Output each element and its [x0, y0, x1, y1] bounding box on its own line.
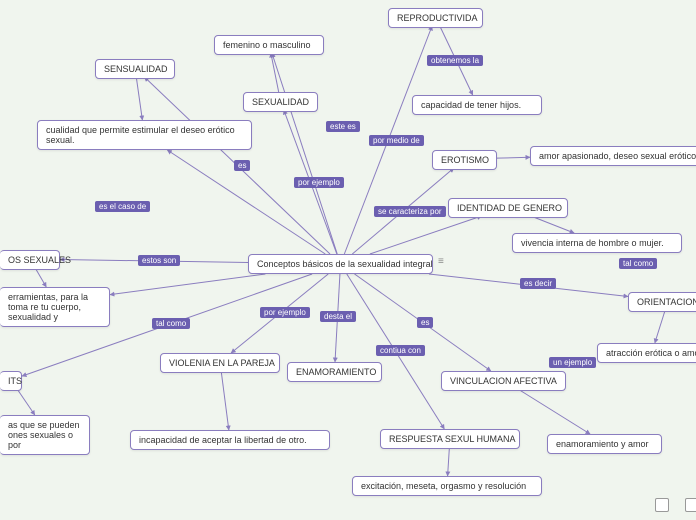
- node-its[interactable]: ITS: [0, 371, 22, 391]
- edge-label: se caracteriza por: [374, 206, 446, 217]
- node-femmasc[interactable]: femenino o masculino: [214, 35, 324, 55]
- node-sensualidad[interactable]: SENSUALIDAD: [95, 59, 175, 79]
- edge-label: contiua con: [376, 345, 425, 356]
- edge-label: obtenemos la: [427, 55, 483, 66]
- node-captenerhijos[interactable]: capacidad de tener hijos.: [412, 95, 542, 115]
- edge-label: desta el: [320, 311, 356, 322]
- node-identgenero[interactable]: IDENTIDAD DE GENERO: [448, 198, 568, 218]
- edge-label: por ejemplo: [294, 177, 344, 188]
- edge: [370, 216, 482, 254]
- edge-label: tal como: [619, 258, 657, 269]
- edge: [136, 77, 142, 120]
- zoom-control-1[interactable]: [655, 498, 669, 512]
- edge: [17, 389, 35, 415]
- edge: [448, 447, 450, 476]
- edge: [221, 371, 229, 430]
- edge: [35, 268, 46, 287]
- edge: [531, 216, 574, 233]
- edge: [655, 310, 665, 343]
- node-ossexuales[interactable]: OS SEXUALES: [0, 250, 60, 270]
- edge-label: un ejemplo: [549, 357, 596, 368]
- node-orientacion[interactable]: ORIENTACION I: [628, 292, 696, 312]
- edge-label: es decir: [520, 278, 556, 289]
- edge-label: es el caso de: [95, 201, 150, 212]
- edge-label: por ejemplo: [260, 307, 310, 318]
- node-respuestasexual[interactable]: RESPUESTA SEXUL HUMANA: [380, 429, 520, 449]
- node-asquesepueden[interactable]: as que se pueden ones sexuales o por: [0, 415, 90, 455]
- edge-label: este es: [326, 121, 360, 132]
- node-vivencia[interactable]: vivencia interna de hombre o mujer.: [512, 233, 682, 253]
- node-erotismo[interactable]: EROTISMO: [432, 150, 497, 170]
- node-cualidad[interactable]: cualidad que permite estimular el deseo …: [37, 120, 252, 150]
- node-incapacidad[interactable]: incapacidad de aceptar la libertad de ot…: [130, 430, 330, 450]
- node-menu-icon[interactable]: ≡: [438, 256, 444, 267]
- edge-label: es: [234, 160, 250, 171]
- node-herramientas[interactable]: erramientas, para la toma re tu cuerpo, …: [0, 287, 110, 327]
- edge: [110, 274, 265, 295]
- edge: [272, 53, 337, 254]
- node-vinculacion[interactable]: VINCULACION AFECTIVA: [441, 371, 566, 391]
- central-node[interactable]: Conceptos básicos de la sexualidad integ…: [248, 254, 433, 274]
- node-enamoramiento[interactable]: ENAMORAMIENTO: [287, 362, 382, 382]
- edge: [518, 389, 590, 434]
- node-violenia[interactable]: VIOLENIA EN LA PAREJA: [160, 353, 280, 373]
- edge-label: por medio de: [369, 135, 424, 146]
- edge-label: estos son: [138, 255, 180, 266]
- zoom-control-2[interactable]: [685, 498, 696, 512]
- node-atraccion[interactable]: atracción erótica o amo: [597, 343, 696, 363]
- edge: [497, 157, 530, 158]
- node-enamoryamor[interactable]: enamoramiento y amor: [547, 434, 662, 454]
- node-sexualidad[interactable]: SEXUALIDAD: [243, 92, 318, 112]
- node-reproductividad[interactable]: REPRODUCTIVIDA: [388, 8, 483, 28]
- edge-label: tal como: [152, 318, 190, 329]
- edge: [271, 53, 279, 92]
- concept-map-canvas[interactable]: { "background_color": "#f0f5ee", "node_b…: [0, 0, 696, 520]
- node-excitacion[interactable]: excitación, meseta, orgasmo y resolución: [352, 476, 542, 496]
- edge-label: es: [417, 317, 433, 328]
- node-amorapas[interactable]: amor apasionado, deseo sexual erótico: [530, 146, 696, 166]
